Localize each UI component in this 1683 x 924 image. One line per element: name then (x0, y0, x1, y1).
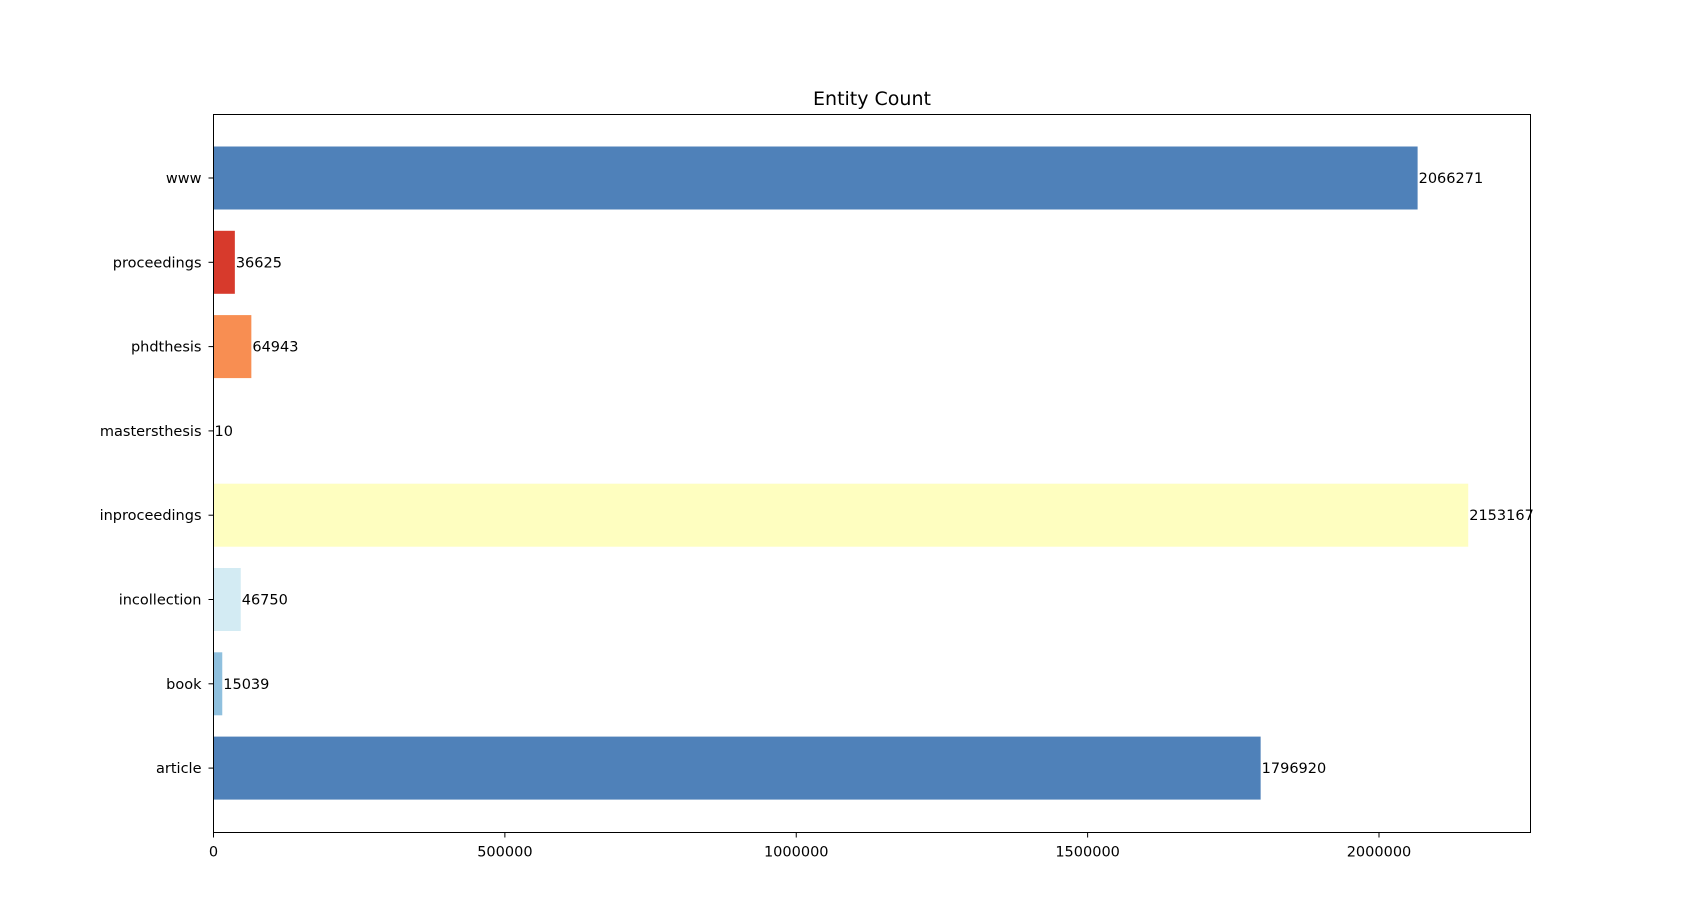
data-label-inproceedings: 2153167 (1469, 508, 1534, 524)
bar-inproceedings (213, 483, 1469, 547)
data-label-incollection: 46750 (242, 593, 288, 609)
y-tick-label-www: www (166, 171, 202, 187)
bar-incollection (213, 568, 241, 631)
data-label-www: 2066271 (1419, 171, 1484, 187)
x-tick-label-1: 500000 (477, 845, 532, 861)
x-tick-label-2: 1000000 (764, 845, 829, 861)
x-axis: 0 500000 1000000 1500000 2000000 (209, 832, 1412, 861)
bars-group: 2066271 36625 64943 10 2153167 46750 15039 1796… (213, 146, 1534, 800)
data-label-phdthesis: 64943 (252, 340, 298, 356)
y-tick-label-inproceedings: inproceedings (100, 508, 202, 524)
data-label-book: 15039 (223, 677, 269, 693)
y-tick-label-book: book (166, 677, 202, 693)
y-tick-label-proceedings: proceedings (113, 255, 202, 271)
bar-phdthesis (213, 315, 252, 379)
plot-frame (213, 114, 1531, 833)
chart-title: Entity Count (813, 88, 931, 110)
bar-book (213, 652, 223, 716)
y-tick-label-mastersthesis: mastersthesis (100, 424, 202, 440)
y-tick-label-phdthesis: phdthesis (131, 340, 202, 356)
bar-proceedings (213, 230, 235, 294)
x-tick-label-0: 0 (209, 845, 218, 861)
data-label-proceedings: 36625 (236, 255, 282, 271)
y-tick-label-incollection: incollection (119, 593, 202, 609)
x-tick-label-4: 2000000 (1347, 845, 1412, 861)
data-label-mastersthesis: 10 (215, 424, 233, 440)
y-tick-label-article: article (156, 761, 202, 777)
bar-article (213, 736, 1261, 800)
y-axis: www proceedings phdthesis mastersthesis inpr… (100, 171, 214, 777)
x-tick-label-3: 1500000 (1055, 845, 1120, 861)
bar-www (213, 146, 1418, 210)
data-label-article: 1796920 (1262, 761, 1327, 777)
